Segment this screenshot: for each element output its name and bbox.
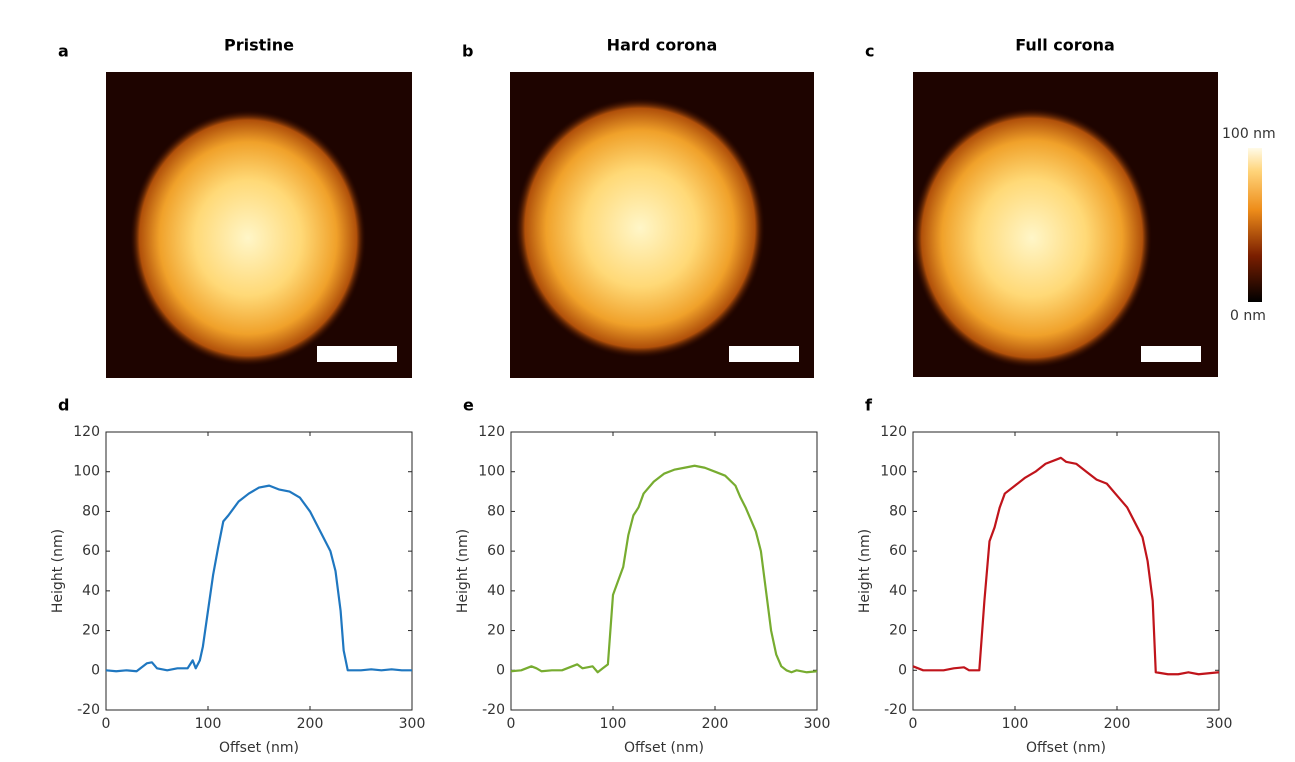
plot-area [105, 431, 413, 711]
afm-image-b [510, 72, 814, 378]
colorbar-max-label: 100 nm [1222, 126, 1276, 142]
y-tick-label: 100 [73, 464, 100, 480]
y-tick-label: 120 [880, 424, 907, 440]
panel-title: Full corona [1015, 36, 1115, 55]
y-tick-label: 20 [82, 623, 100, 639]
y-tick-label: 0 [898, 662, 907, 678]
x-axis-label: Offset (nm) [219, 740, 299, 756]
y-axis-label: Height (nm) [857, 529, 873, 613]
panel-letter: b [462, 42, 473, 61]
y-tick-label: 40 [487, 583, 505, 599]
x-axis-label: Offset (nm) [624, 740, 704, 756]
panel-letter: c [865, 42, 874, 61]
y-axis-label: Height (nm) [50, 529, 66, 613]
y-tick-label: 0 [496, 662, 505, 678]
afm-image-a [106, 72, 412, 378]
x-tick-label: 300 [399, 716, 426, 732]
colorbar [1248, 148, 1262, 302]
x-tick-label: 0 [909, 716, 918, 732]
y-tick-label: 60 [889, 543, 907, 559]
y-tick-label: 60 [82, 543, 100, 559]
scale-bar [317, 346, 397, 362]
scale-bar [729, 346, 799, 362]
colorbar-min-label: 0 nm [1230, 308, 1266, 324]
y-tick-label: 100 [478, 464, 505, 480]
scale-bar [1141, 346, 1201, 362]
y-tick-label: 40 [82, 583, 100, 599]
afm-image-c [912, 72, 1218, 377]
panel-letter: e [463, 396, 474, 415]
panel-title: Pristine [224, 36, 294, 55]
x-tick-label: 100 [1002, 716, 1029, 732]
x-axis-label: Offset (nm) [1026, 740, 1106, 756]
x-tick-label: 0 [102, 716, 111, 732]
y-axis-label: Height (nm) [455, 529, 471, 613]
data-line [510, 464, 818, 674]
x-tick-label: 200 [297, 716, 324, 732]
data-line [105, 484, 412, 673]
x-tick-label: 100 [600, 716, 627, 732]
y-tick-label: -20 [482, 702, 505, 718]
x-tick-label: 100 [195, 716, 222, 732]
x-tick-label: 300 [1206, 716, 1233, 732]
y-tick-label: 80 [487, 503, 505, 519]
x-tick-label: 200 [1104, 716, 1131, 732]
panel-letter: a [58, 42, 69, 61]
y-tick-label: 40 [889, 583, 907, 599]
y-tick-label: 20 [889, 623, 907, 639]
plot-area [510, 431, 818, 711]
y-tick-label: 60 [487, 543, 505, 559]
y-tick-label: -20 [77, 702, 100, 718]
y-tick-label: 100 [880, 464, 907, 480]
x-tick-label: 200 [702, 716, 729, 732]
y-tick-label: 0 [91, 662, 100, 678]
y-tick-label: 120 [478, 424, 505, 440]
x-tick-label: 0 [507, 716, 516, 732]
y-tick-label: 80 [82, 503, 100, 519]
y-tick-label: 20 [487, 623, 505, 639]
y-tick-label: -20 [884, 702, 907, 718]
plot-area [912, 431, 1220, 711]
panel-letter: d [58, 396, 69, 415]
x-tick-label: 300 [804, 716, 831, 732]
panel-title: Hard corona [607, 36, 718, 55]
y-tick-label: 120 [73, 424, 100, 440]
panel-letter: f [865, 396, 873, 415]
data-line [912, 456, 1220, 676]
y-tick-label: 80 [889, 503, 907, 519]
